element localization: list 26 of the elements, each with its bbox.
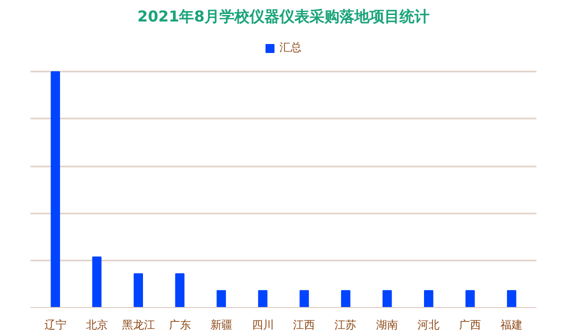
bar bbox=[175, 273, 184, 308]
x-tick-label: 新疆 bbox=[210, 318, 232, 332]
bar bbox=[424, 290, 434, 308]
x-tick-label: 黑龙江 bbox=[122, 318, 155, 332]
bar bbox=[506, 290, 516, 308]
x-tick-label: 河北 bbox=[418, 318, 440, 332]
x-tick-label: 湖南 bbox=[376, 318, 398, 332]
bar bbox=[258, 290, 268, 308]
bar bbox=[382, 290, 392, 308]
bar bbox=[300, 290, 309, 308]
x-tick-label: 广西 bbox=[459, 318, 482, 332]
x-tick-label: 福建 bbox=[500, 318, 523, 332]
x-tick-label: 四川 bbox=[252, 318, 274, 332]
x-tick-label: 广东 bbox=[168, 318, 191, 332]
bar bbox=[465, 290, 475, 308]
bar bbox=[216, 290, 226, 308]
bar bbox=[134, 273, 143, 308]
x-tick-label: 北京 bbox=[86, 318, 108, 332]
x-tick-label: 江苏 bbox=[334, 318, 357, 332]
x-tick-label: 江西 bbox=[293, 318, 316, 332]
bar bbox=[341, 290, 350, 308]
x-tick-label: 辽宁 bbox=[44, 318, 66, 332]
chart-title: 2021年8月学校仪器仪表采购落地项目统计 bbox=[137, 8, 430, 26]
bar bbox=[92, 256, 102, 308]
legend-label: 汇总 bbox=[280, 40, 302, 55]
bar bbox=[50, 71, 60, 308]
